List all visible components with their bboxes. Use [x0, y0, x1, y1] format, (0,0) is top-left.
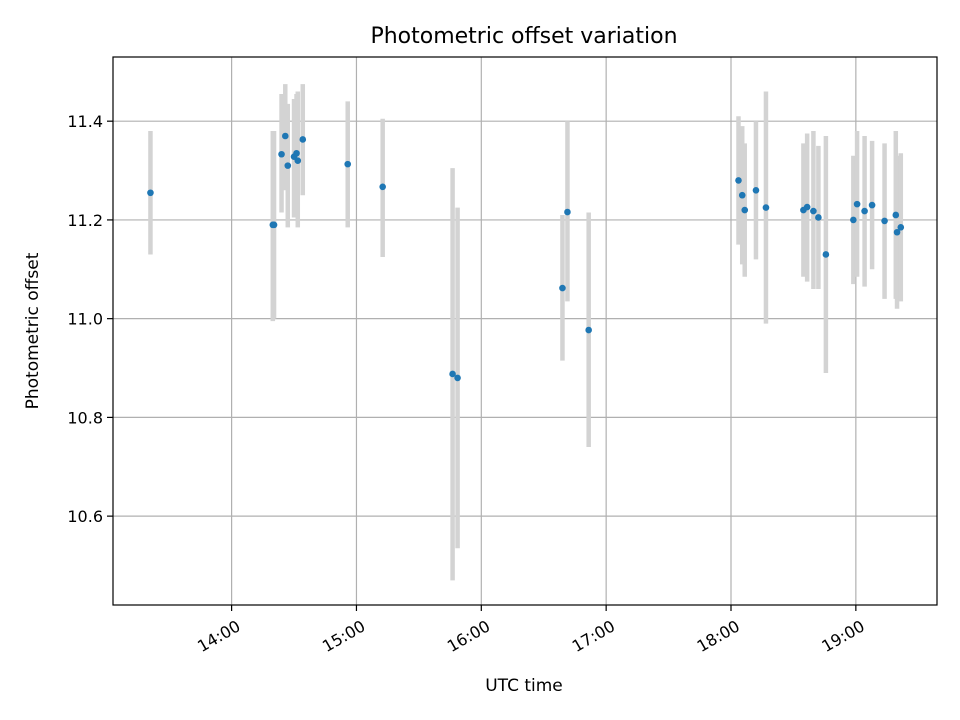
y-tick-label: 10.6: [67, 507, 103, 526]
data-points: [147, 132, 905, 382]
data-point: [284, 162, 292, 169]
data-point: [762, 204, 770, 211]
data-point: [803, 203, 811, 211]
data-point: [897, 224, 905, 231]
data-point: [893, 228, 901, 236]
data-point: [735, 177, 742, 184]
x-tick-label: 17:00: [569, 616, 618, 656]
data-point: [741, 206, 749, 214]
y-tick-label: 11.0: [67, 310, 103, 329]
data-point: [449, 370, 456, 378]
x-tick-label: 14:00: [194, 616, 243, 656]
x-tick-label: 18:00: [694, 616, 743, 656]
data-point: [861, 207, 868, 215]
data-point: [881, 217, 888, 225]
data-point: [585, 326, 592, 334]
y-tick-label: 11.2: [67, 211, 103, 230]
data-point: [270, 221, 278, 229]
data-point: [892, 211, 900, 219]
y-tick-label: 10.8: [67, 408, 103, 427]
plot-frame: [112, 56, 938, 606]
data-point: [299, 136, 307, 143]
data-point: [454, 374, 461, 382]
x-tick-label: 15:00: [319, 616, 368, 656]
y-axis-ticks: 10.6 10.8 11.0 11.2 11.4: [67, 112, 113, 526]
chart-title: Photometric offset variation: [370, 24, 677, 49]
error-bars: [148, 84, 904, 581]
data-point: [810, 207, 817, 215]
data-point: [344, 160, 352, 168]
data-point: [147, 189, 154, 197]
x-tick-label: 16:00: [444, 616, 493, 656]
data-point: [850, 216, 857, 224]
data-point: [822, 251, 830, 258]
y-tick-label: 11.4: [67, 112, 103, 131]
y-axis-label: Photometric offset: [23, 252, 43, 409]
x-axis-ticks: 14:00 15:00 16:00 17:00 18:00 19:00: [194, 605, 868, 656]
x-tick-label: 19:00: [818, 616, 867, 656]
data-point: [853, 200, 861, 208]
data-point: [752, 186, 760, 194]
data-point: [379, 183, 386, 191]
data-point: [815, 214, 822, 221]
data-point: [564, 208, 571, 216]
data-point: [278, 150, 285, 158]
data-point: [738, 191, 746, 199]
data-point: [281, 132, 289, 140]
data-point: [559, 284, 566, 292]
data-point: [868, 201, 876, 209]
data-point: [294, 157, 302, 164]
data-point: [293, 149, 300, 157]
x-axis-label: UTC time: [485, 676, 563, 696]
